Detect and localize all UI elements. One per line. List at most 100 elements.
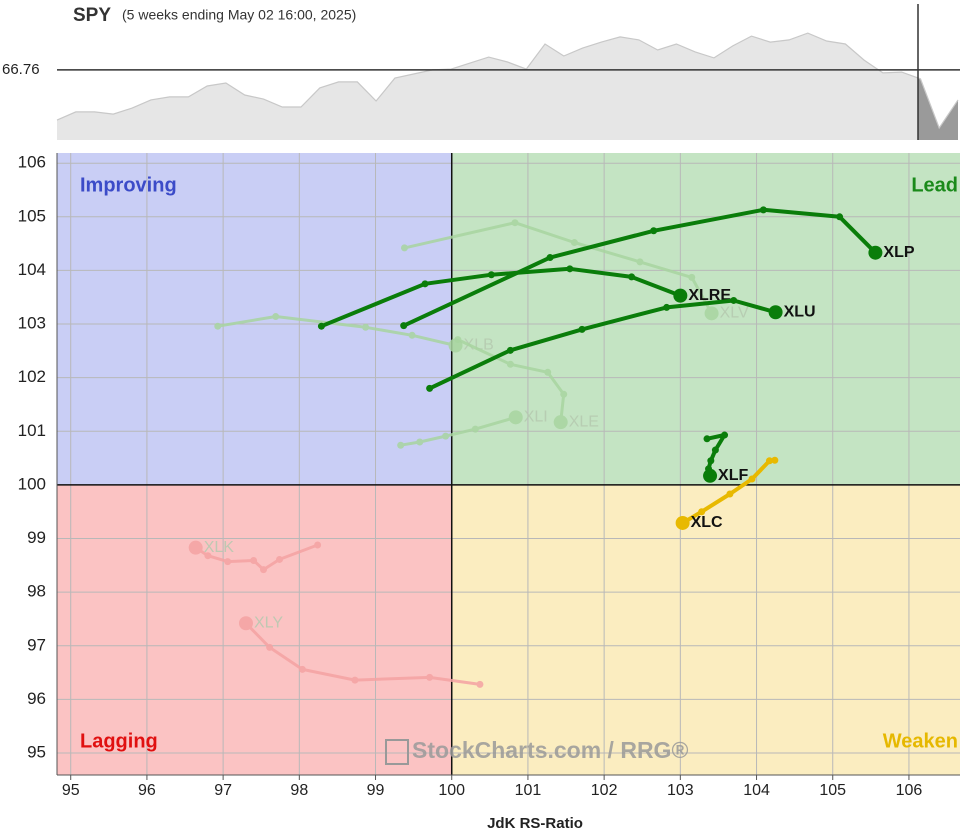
quadrant-label: Lagging bbox=[80, 730, 158, 752]
tail-point bbox=[511, 219, 519, 227]
price-line bbox=[56, 32, 959, 130]
tail-point bbox=[560, 390, 568, 398]
series-label: XLK bbox=[204, 539, 235, 556]
tail-point bbox=[351, 676, 359, 684]
x-tick-label: 96 bbox=[138, 782, 156, 799]
y-tick-label: 100 bbox=[18, 474, 46, 493]
grid bbox=[57, 153, 960, 775]
tail-line bbox=[244, 621, 482, 686]
tail-point bbox=[214, 322, 222, 330]
tail-point bbox=[276, 555, 284, 563]
tail-head bbox=[508, 410, 523, 425]
series-label: XLV bbox=[720, 305, 749, 322]
y-tick-label: 106 bbox=[18, 153, 46, 172]
x-tick-label: 95 bbox=[62, 782, 80, 799]
y-tick-label: 95 bbox=[27, 742, 46, 761]
tail-line bbox=[427, 298, 778, 391]
tail-point bbox=[314, 541, 322, 549]
x-tick-label: 97 bbox=[214, 782, 232, 799]
tail-point bbox=[726, 490, 734, 498]
tail-head bbox=[673, 288, 688, 303]
tail-point bbox=[566, 265, 574, 273]
tail: XLI bbox=[397, 409, 548, 449]
watermark-icon bbox=[385, 739, 409, 765]
x-tick-label: 106 bbox=[896, 782, 923, 799]
tail-head bbox=[553, 415, 568, 430]
tail-point bbox=[250, 557, 258, 565]
tail-point bbox=[546, 254, 554, 262]
tail-point bbox=[421, 280, 429, 288]
series-label: XLB bbox=[464, 337, 494, 354]
tail-head bbox=[188, 540, 203, 555]
tail: XLV bbox=[400, 219, 749, 322]
rrg-panel: 95 96 97 98 99 100 101 102 103 104 105 106 95 96 97 98 9… bbox=[18, 153, 960, 799]
tail-point bbox=[698, 508, 706, 516]
tail-point bbox=[663, 303, 671, 311]
tail-point bbox=[476, 680, 484, 688]
quadrant-label: Improving bbox=[80, 174, 177, 196]
y-tick-label: 104 bbox=[18, 260, 46, 279]
tail-point bbox=[650, 227, 658, 235]
quadrant-label: Weaken bbox=[883, 730, 958, 752]
quadrant-label: Lead bbox=[911, 174, 958, 196]
tail: XLY bbox=[238, 614, 484, 688]
series-label: XLE bbox=[569, 413, 599, 430]
x-tick-label: 100 bbox=[438, 782, 465, 799]
reference-label: 66.76 bbox=[2, 61, 40, 78]
tail-point bbox=[721, 431, 729, 439]
y-tick-label: 103 bbox=[18, 314, 46, 333]
x-tick-label: 103 bbox=[667, 782, 694, 799]
tail-point bbox=[636, 258, 644, 266]
price-panel: 66.76 bbox=[2, 32, 960, 140]
tail-point bbox=[426, 673, 434, 681]
x-axis-label: JdK RS-Ratio bbox=[487, 815, 583, 832]
tail-point bbox=[570, 239, 578, 247]
tail: XLP bbox=[400, 206, 915, 330]
tail-point bbox=[204, 552, 212, 560]
tail-point bbox=[771, 456, 779, 464]
x-tick-label: 105 bbox=[819, 782, 846, 799]
tail: XLF bbox=[703, 431, 749, 484]
tail: XLE bbox=[454, 336, 599, 430]
series-label: XLP bbox=[883, 244, 914, 261]
tail-point bbox=[397, 441, 405, 449]
price-area bbox=[57, 33, 958, 140]
x-tick-label: 104 bbox=[743, 782, 770, 799]
series-label: XLRE bbox=[688, 287, 731, 304]
y-tick-label: 96 bbox=[27, 689, 46, 708]
tail-point bbox=[272, 313, 280, 321]
series-label: XLC bbox=[691, 514, 723, 531]
tail: XLRE bbox=[317, 265, 731, 330]
tail-point bbox=[703, 435, 711, 443]
y-tick-label: 98 bbox=[27, 582, 46, 601]
tail-point bbox=[688, 273, 696, 281]
tail-point bbox=[759, 206, 767, 214]
tail-point bbox=[836, 213, 844, 221]
tail-point bbox=[426, 384, 434, 392]
y-tick-label: 99 bbox=[27, 528, 46, 547]
tail-point bbox=[730, 296, 738, 304]
tail-head bbox=[675, 515, 690, 530]
tail-point bbox=[317, 322, 325, 330]
tail: XLC bbox=[675, 456, 779, 531]
tail-point bbox=[400, 244, 408, 252]
tail-point bbox=[362, 323, 370, 331]
tail-head bbox=[238, 616, 253, 631]
tail-head bbox=[704, 306, 719, 321]
tail: XLU bbox=[426, 296, 816, 392]
y-tick-label: 97 bbox=[27, 635, 46, 654]
tail-head bbox=[703, 468, 718, 483]
tail-point bbox=[506, 360, 514, 368]
series-label: XLU bbox=[784, 303, 816, 320]
tail-point bbox=[266, 643, 274, 651]
tail-line bbox=[319, 266, 683, 329]
series-label: XLI bbox=[524, 409, 548, 426]
tail-head bbox=[768, 305, 783, 320]
x-tick-label: 102 bbox=[591, 782, 618, 799]
tail-point bbox=[506, 346, 514, 354]
series-label: XLY bbox=[254, 614, 283, 631]
tail-point bbox=[628, 273, 636, 281]
tail-point bbox=[442, 432, 450, 440]
price-subtitle: (5 weeks ending May 02 16:00, 2025) bbox=[122, 7, 356, 23]
